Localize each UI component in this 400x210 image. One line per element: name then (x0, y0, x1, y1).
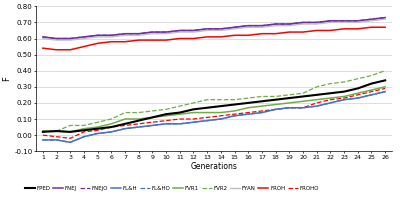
Y-axis label: F: F (2, 76, 12, 81)
Legend: FPED, FNEJ, FNEJO, FL&H, FL&HO, FVR1, FVR2, FYAN, FROH, FROHO: FPED, FNEJ, FNEJO, FL&H, FL&HO, FVR1, FV… (24, 186, 319, 191)
X-axis label: Generations: Generations (190, 163, 238, 171)
